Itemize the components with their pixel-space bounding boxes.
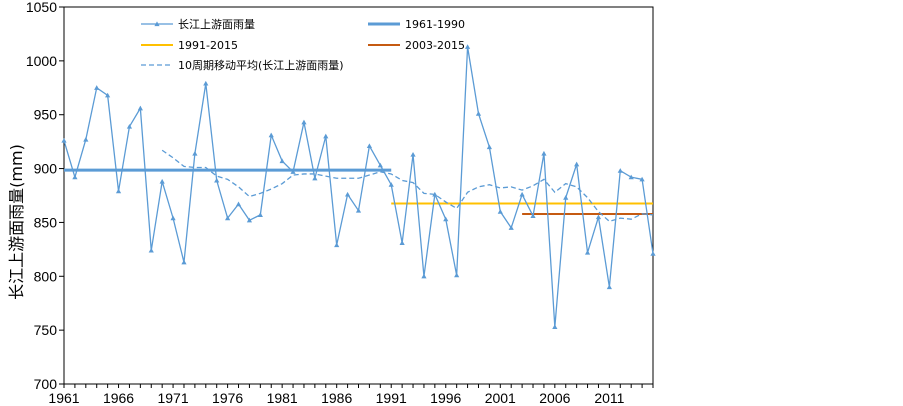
rainfall-series-line [63, 46, 654, 327]
data-point [519, 191, 525, 197]
data-point [72, 174, 78, 180]
data-point [639, 176, 645, 182]
data-point [464, 44, 471, 49]
data-point [83, 136, 89, 142]
data-point [323, 133, 329, 139]
data-point [115, 188, 122, 194]
x-tick-label: 1971 [157, 390, 188, 406]
chart-axes [63, 6, 654, 385]
data-point [312, 175, 318, 181]
legend-entry-2003-2015: 2003-2015 [368, 39, 465, 52]
data-point [595, 214, 602, 220]
data-point [61, 137, 67, 143]
legend-entry-1991-2015: 1991-2015 [141, 39, 238, 52]
x-tick-label: 1976 [212, 390, 243, 406]
legend-label: 2003-2015 [405, 39, 465, 52]
y-tick-label: 1050 [26, 0, 57, 15]
data-point [421, 273, 427, 279]
data-point [344, 191, 351, 197]
data-point [170, 215, 176, 221]
x-tick-label: 1991 [376, 390, 407, 406]
data-point [355, 207, 362, 213]
y-tick-label: 750 [34, 322, 58, 338]
x-tick-label: 1981 [267, 390, 298, 406]
data-point [508, 225, 514, 230]
data-point [388, 182, 394, 187]
data-point [584, 249, 591, 255]
y-tick-label: 700 [34, 376, 58, 392]
plot-frame [63, 6, 654, 385]
data-point [148, 247, 154, 253]
y-tick-label: 800 [34, 268, 58, 284]
data-point [574, 161, 580, 167]
legend-label: 1991-2015 [178, 39, 238, 52]
data-point [617, 168, 623, 173]
data-point [410, 151, 416, 157]
legend-label: 1961-1990 [405, 18, 465, 31]
plot-area [61, 44, 656, 329]
data-point [606, 284, 612, 290]
x-tick-label: 1961 [48, 390, 79, 406]
data-point [432, 191, 438, 197]
legend-label: 长江上游面雨量 [178, 18, 255, 31]
chart-legend: 长江上游面雨量 1961-1990 1991-2015 2003-2015 10周期移动… [141, 18, 465, 72]
x-tick-label: 1996 [430, 390, 461, 406]
data-point [399, 240, 405, 245]
data-point [246, 217, 253, 223]
data-point [552, 324, 558, 329]
data-point [366, 143, 373, 149]
y-tick-label: 850 [34, 214, 58, 230]
x-tick-label: 1986 [321, 390, 352, 406]
data-point [203, 80, 209, 86]
y-tick-labels: 700 750 800 850 900 950 1000 1050 [26, 0, 64, 392]
data-point [334, 242, 340, 248]
data-point [137, 105, 143, 111]
data-point [159, 178, 165, 184]
x-tick-labels: 1961 1966 1971 1976 1981 1986 1991 1996 2001 2006… [48, 384, 654, 406]
data-point [126, 123, 133, 129]
x-tick-label: 2001 [485, 390, 516, 406]
moving-average-line [161, 149, 654, 223]
data-point [181, 259, 187, 265]
data-point [214, 177, 220, 183]
y-tick-label: 900 [34, 161, 58, 177]
data-point [105, 92, 111, 98]
y-axis-label: 长江上游面雨量(mm) [7, 144, 26, 300]
data-point [563, 195, 569, 200]
legend-label: 10周期移动平均(长江上游面雨量) [178, 59, 344, 72]
data-point [301, 119, 307, 125]
data-point [454, 272, 460, 278]
legend-marker [154, 21, 160, 27]
data-point [530, 213, 536, 219]
data-point [541, 150, 547, 156]
x-tick-label: 2006 [539, 390, 570, 406]
data-point [279, 158, 285, 164]
data-point [94, 85, 100, 90]
legend-entry-rainfall: 长江上游面雨量 [141, 18, 255, 31]
data-point [628, 174, 634, 180]
data-point [486, 144, 492, 150]
data-point [497, 209, 503, 214]
data-point [377, 162, 383, 168]
x-tick-label: 2011 [594, 390, 624, 406]
data-point [257, 212, 263, 217]
legend-entry-moving-average: 10周期移动平均(长江上游面雨量) [141, 59, 344, 72]
y-tick-label: 950 [34, 107, 58, 123]
y-tick-label: 1000 [26, 53, 57, 69]
legend-entry-1961-1990: 1961-1990 [368, 18, 465, 31]
data-point [290, 169, 296, 174]
x-tick-label: 1966 [103, 390, 134, 406]
data-point [650, 251, 656, 256]
data-point [443, 216, 449, 222]
data-point [268, 132, 274, 138]
data-point [225, 215, 231, 221]
data-point [475, 111, 482, 116]
data-point [235, 201, 242, 207]
data-point [192, 150, 198, 156]
